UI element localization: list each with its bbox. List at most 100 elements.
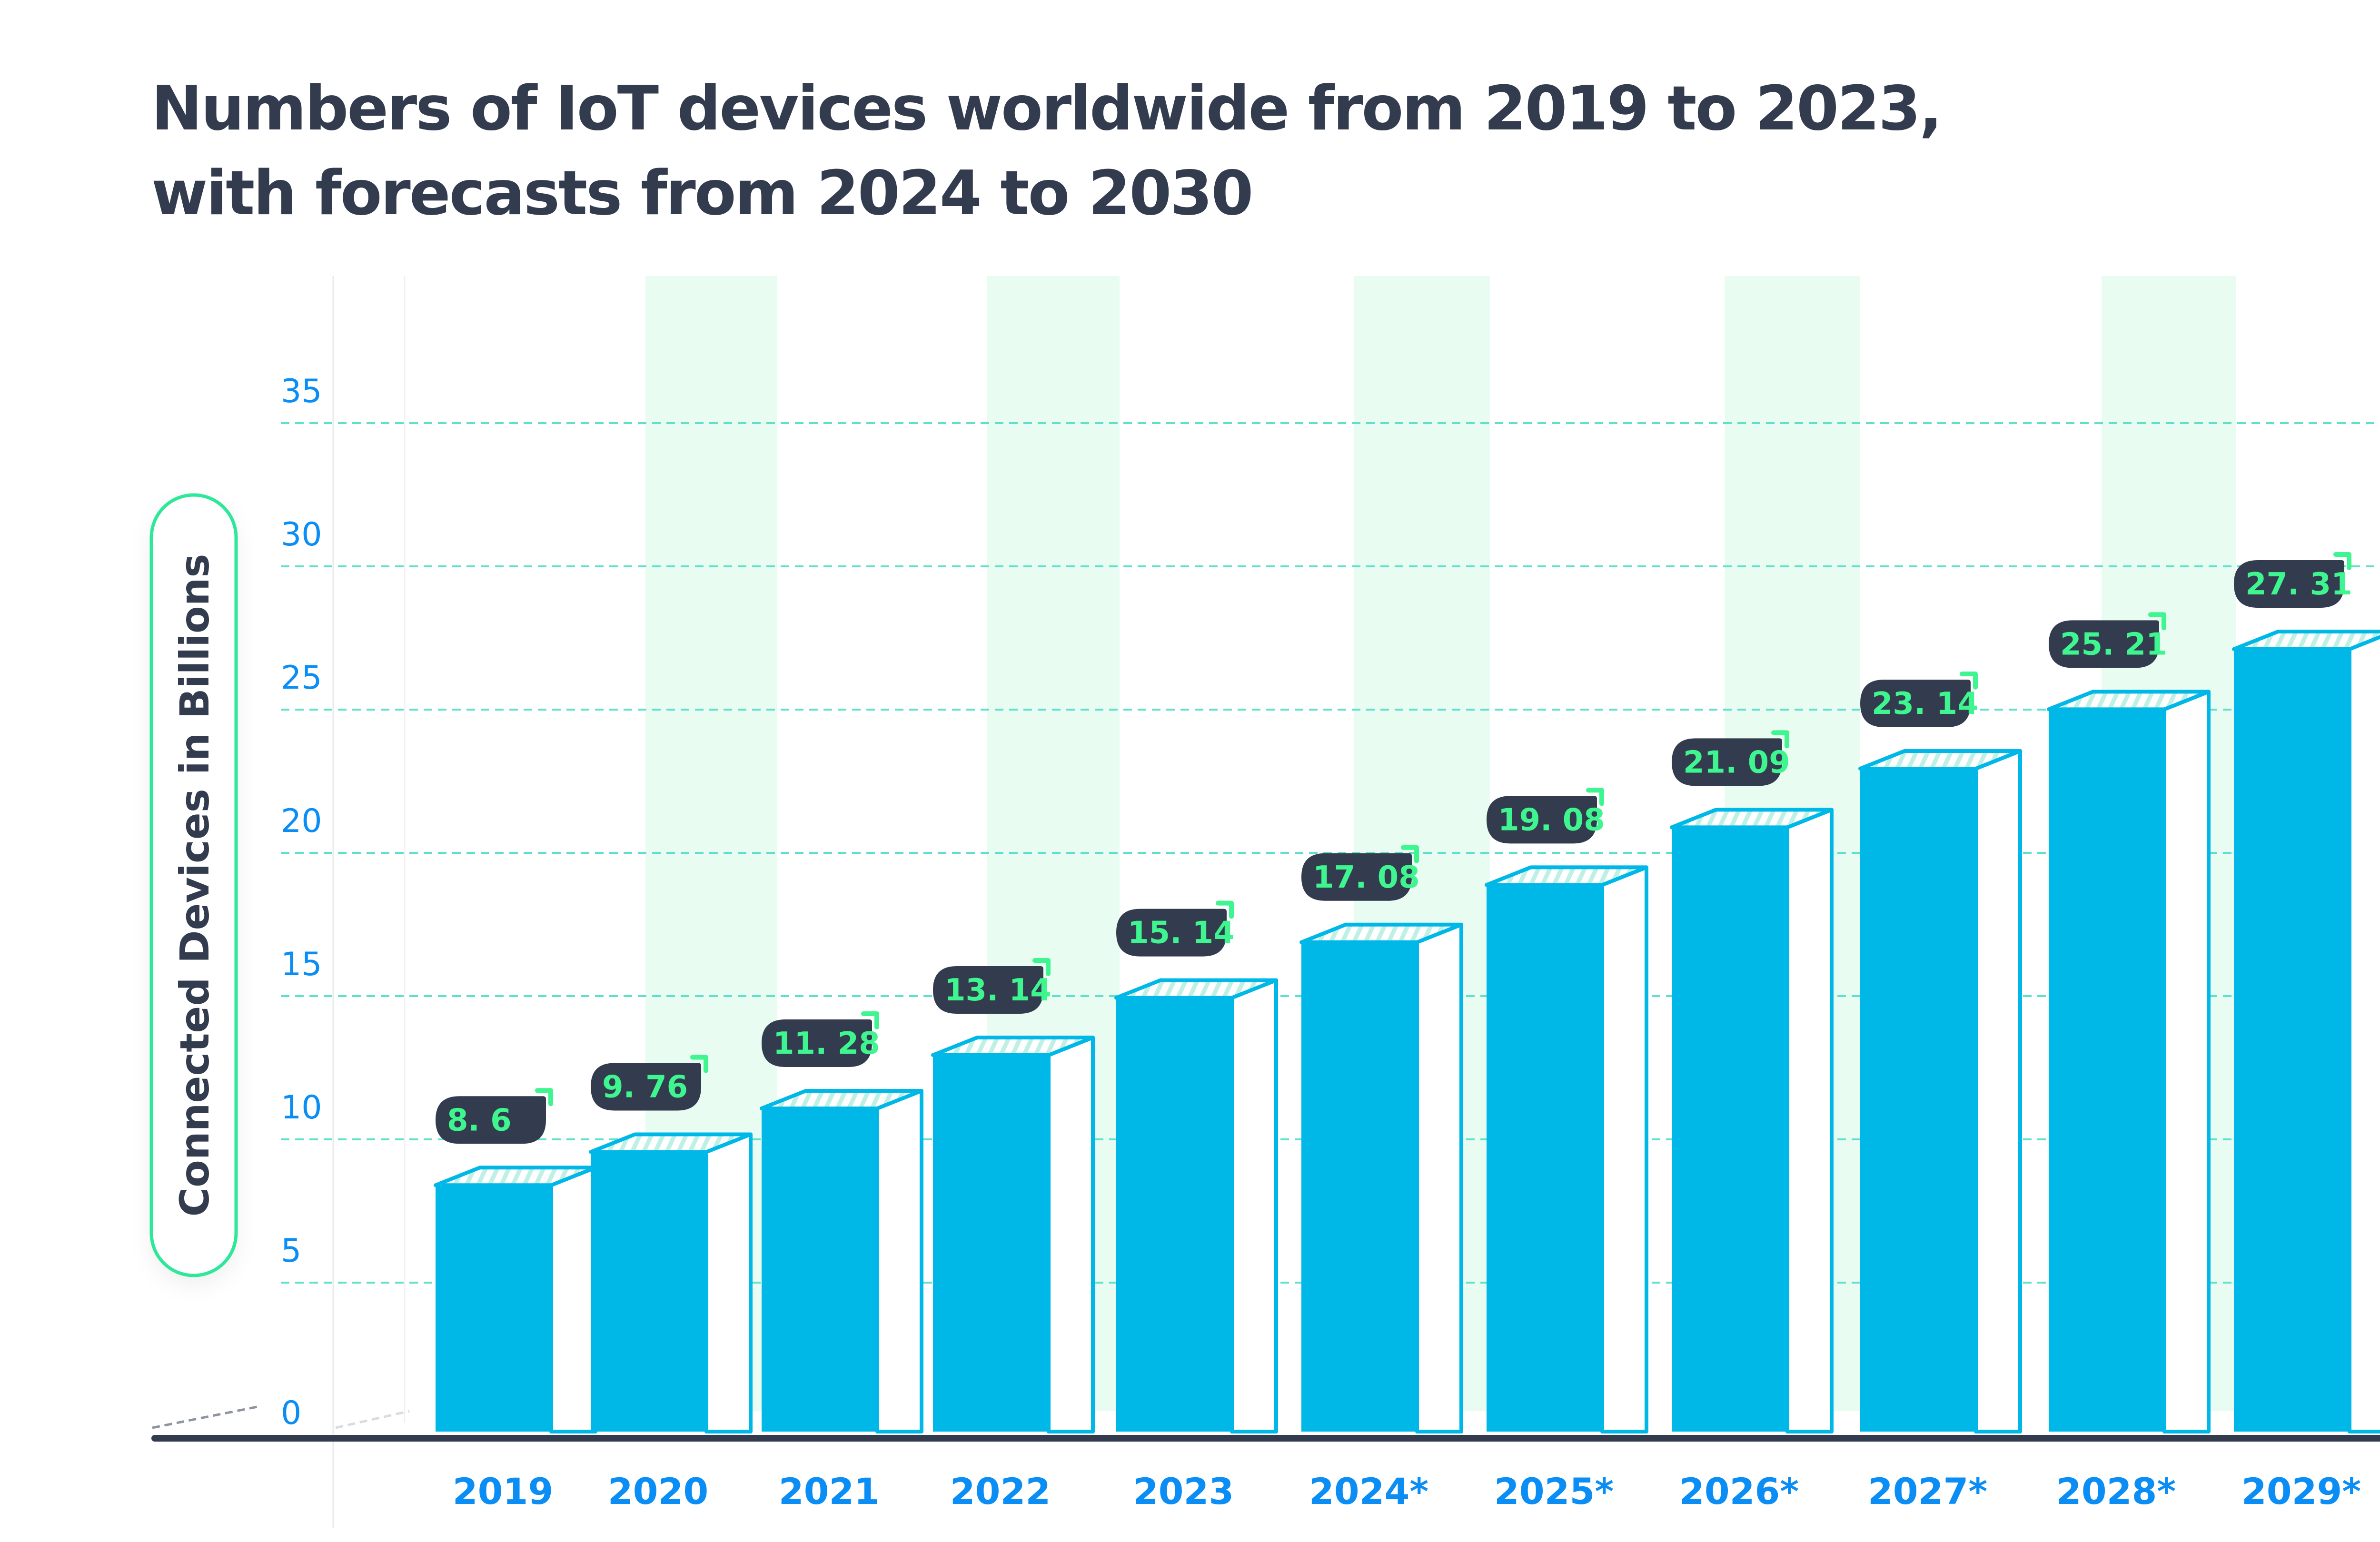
value-label-text: 11. 28 bbox=[773, 1026, 880, 1061]
x-tick-label: 2029* bbox=[2241, 1470, 2361, 1512]
bar-side bbox=[704, 1132, 753, 1433]
bar bbox=[591, 1152, 706, 1432]
value-label-text: 13. 14 bbox=[944, 973, 1051, 1008]
x-tick-label: 2027* bbox=[1868, 1470, 1987, 1512]
value-label-pill bbox=[591, 1063, 701, 1111]
bar-side bbox=[1785, 808, 1834, 1433]
value-label-text: 19. 08 bbox=[1498, 802, 1605, 838]
value-label-text: 15. 14 bbox=[1128, 916, 1235, 951]
chart-title-line-1: Numbers of IoT devices worldwide from 20… bbox=[151, 73, 1943, 144]
value-label-pill bbox=[933, 966, 1043, 1014]
corner-bracket-icon bbox=[2148, 612, 2166, 631]
bar-group bbox=[1670, 808, 1834, 1433]
y-tick-label: 25 bbox=[281, 659, 322, 697]
corner-bracket-icon bbox=[1960, 671, 1978, 690]
y-tick-label: 20 bbox=[281, 802, 322, 840]
corner-bracket-icon bbox=[1401, 845, 1419, 863]
x-tick-label: 2025* bbox=[1494, 1470, 1614, 1512]
y-axis-ticks: 0 5 10 15 20 25 30 35 bbox=[281, 373, 322, 1432]
y-tick-label: 10 bbox=[281, 1089, 322, 1127]
value-label-pill bbox=[2234, 560, 2344, 608]
corner-bracket-icon bbox=[1586, 788, 1604, 806]
x-tick-label: 2021 bbox=[779, 1470, 880, 1512]
corner-bracket-icon bbox=[690, 1055, 708, 1073]
x-tick-label: 2028* bbox=[2056, 1470, 2176, 1512]
bar-side bbox=[875, 1088, 923, 1433]
bar-group bbox=[931, 1035, 1095, 1433]
bar bbox=[1116, 998, 1232, 1432]
bar-side bbox=[2348, 635, 2380, 1433]
plot-frame bbox=[152, 276, 410, 1528]
bar-side bbox=[1047, 1035, 1095, 1433]
origin-perspective-line bbox=[335, 1410, 410, 1429]
value-label: 13. 14 bbox=[933, 958, 1051, 1014]
corner-bracket-icon bbox=[1216, 900, 1234, 919]
value-label-pill bbox=[1672, 738, 1782, 786]
y-tick-label: 15 bbox=[281, 946, 322, 983]
x-tick-label: 2024* bbox=[1309, 1470, 1428, 1512]
y-axis-label-group: Connected Devices in Billions bbox=[149, 493, 238, 1277]
bar-group bbox=[1114, 978, 1278, 1433]
x-tick-label: 2019 bbox=[453, 1470, 554, 1512]
bar-group bbox=[1485, 865, 1648, 1433]
y-tick-label: 0 bbox=[281, 1394, 301, 1432]
value-labels: 8. 6 9. 76 11. 28 13. 14 15. 14 17. 08 19. 08 2… bbox=[436, 552, 2352, 1144]
corner-bracket-icon bbox=[861, 1011, 879, 1029]
bar bbox=[762, 1108, 877, 1432]
y-tick-label: 5 bbox=[281, 1232, 301, 1270]
value-label: 8. 6 bbox=[436, 1088, 553, 1144]
value-label-pill bbox=[1301, 853, 1412, 901]
x-axis-ticks: 2019 2020 2021 2022 2023 2024* 2025* 2026* 2027*… bbox=[453, 1470, 2361, 1512]
y-axis-label: Connected Devices in Billions bbox=[171, 554, 218, 1216]
bar-group bbox=[1299, 922, 1463, 1433]
value-label: 19. 08 bbox=[1487, 788, 1605, 844]
bar-side bbox=[1600, 865, 1648, 1433]
corner-bracket-icon bbox=[1032, 958, 1051, 976]
x-tick-label: 2020 bbox=[608, 1470, 709, 1512]
bar-side bbox=[1230, 978, 1278, 1433]
bar-group bbox=[2047, 690, 2211, 1433]
value-label: 15. 14 bbox=[1116, 900, 1235, 957]
chart-title: Numbers of IoT devices worldwide from 20… bbox=[151, 67, 1943, 236]
chart-title-line-2: with forecasts from 2024 to 2030 bbox=[151, 158, 1253, 229]
x-tick-label: 2026* bbox=[1679, 1470, 1799, 1512]
bar bbox=[1860, 768, 1976, 1432]
value-label-pill bbox=[1860, 679, 1971, 727]
bar-group bbox=[589, 1132, 753, 1433]
bar-side bbox=[549, 1166, 597, 1433]
value-label-pill bbox=[762, 1019, 872, 1067]
value-label-text: 17. 08 bbox=[1313, 860, 1420, 895]
value-label-text: 21. 09 bbox=[1683, 745, 1790, 780]
bar-side bbox=[2162, 690, 2211, 1433]
value-label-text: 8. 6 bbox=[447, 1103, 512, 1138]
bar bbox=[1301, 942, 1417, 1432]
bar bbox=[933, 1055, 1049, 1432]
value-label: 25. 21 bbox=[2049, 612, 2167, 668]
value-label-text: 23. 14 bbox=[1872, 686, 1979, 722]
bar-group bbox=[1858, 749, 2022, 1433]
bar-group bbox=[2232, 629, 2380, 1433]
corner-bracket-icon bbox=[535, 1088, 553, 1107]
bar-top bbox=[2232, 629, 2380, 651]
value-label-pill bbox=[1116, 909, 1227, 957]
y-tick-label: 30 bbox=[281, 516, 322, 554]
value-label-text: 9. 76 bbox=[602, 1069, 688, 1105]
bar bbox=[1672, 827, 1787, 1432]
value-label: 9. 76 bbox=[591, 1055, 708, 1111]
corner-bracket-icon bbox=[1771, 730, 1789, 749]
y-tick-label: 35 bbox=[281, 373, 322, 410]
value-label: 11. 28 bbox=[762, 1011, 880, 1067]
bar bbox=[436, 1185, 551, 1432]
corner-bracket-icon bbox=[2333, 552, 2351, 570]
value-label-text: 27. 31 bbox=[2245, 567, 2352, 602]
bar-side bbox=[1974, 749, 2022, 1433]
value-label: 23. 14 bbox=[1860, 671, 1979, 727]
bar bbox=[2049, 709, 2164, 1432]
bar-side bbox=[1415, 922, 1463, 1433]
value-label-pill bbox=[2049, 620, 2159, 668]
x-tick-label: 2023 bbox=[1133, 1470, 1234, 1512]
bar-group bbox=[760, 1088, 923, 1433]
value-label-pill bbox=[1487, 796, 1597, 844]
value-label-text: 25. 21 bbox=[2060, 627, 2167, 662]
bar bbox=[1487, 885, 1602, 1432]
